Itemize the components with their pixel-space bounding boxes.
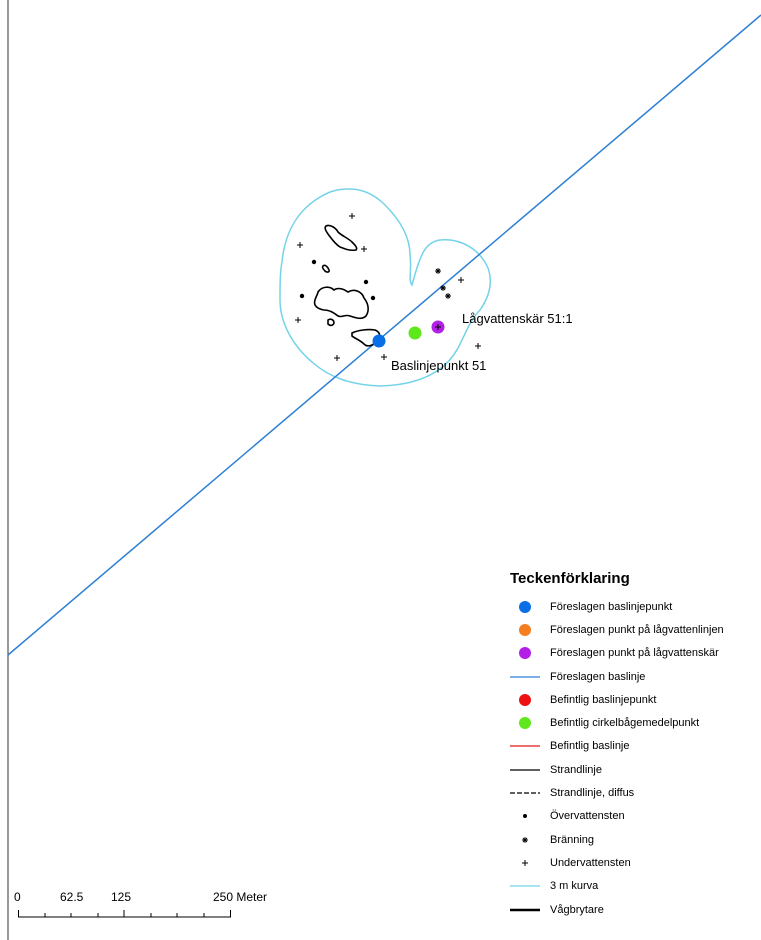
legend-symbol-dot: [519, 600, 531, 613]
legend-symbol-line: [510, 769, 540, 771]
legend-item: Strandlinje: [510, 758, 760, 781]
legend-symbol-dot: [519, 623, 531, 636]
scale-bar-graphic: [18, 910, 231, 918]
label-lagvattenskar: Lågvattenskär 51:1: [462, 311, 573, 326]
shoreline-island-main: [313, 286, 369, 320]
legend-item-label: Befintlig baslinje: [550, 740, 630, 753]
legend-item: 3 m kurva: [510, 875, 760, 898]
legend-item: Strandlinje, diffus: [510, 781, 760, 804]
contour-3m: [279, 188, 492, 387]
legend-symbol-dot: [519, 717, 531, 730]
legend: Teckenförklaring Föreslagen baslinjepunk…: [510, 570, 760, 921]
shoreline-small-islet: [321, 264, 330, 273]
legend-symbol-thickline: [510, 908, 540, 911]
breakers: [435, 268, 451, 328]
legend-item-label: Befintlig baslinjepunkt: [550, 693, 657, 706]
breaker-on-purple: [435, 324, 441, 330]
legend-item-label: Bränning: [550, 833, 595, 846]
legend-item-label: Föreslagen punkt på lågvattenlinjen: [550, 623, 724, 636]
proposed-baseline-point: [372, 334, 386, 348]
above-water-stones: [299, 259, 376, 301]
proposed-baseline: [7, 14, 761, 656]
legend-item-label: Strandlinje: [550, 763, 602, 776]
legend-item-label: Föreslagen punkt på lågvattenskär: [550, 647, 719, 660]
legend-item-label: Föreslagen baslinjepunkt: [550, 600, 673, 613]
existing-arc-center-point: [408, 326, 422, 340]
legend-item: Vågbrytare: [510, 898, 760, 921]
legend-item-label: Befintlig cirkelbågemedelpunkt: [550, 717, 700, 730]
legend-item-label: Undervattensten: [550, 856, 631, 869]
legend-item: Föreslagen punkt på lågvattenskär: [510, 642, 760, 665]
underwater-stones: [295, 213, 481, 361]
legend-item: Övervattensten: [510, 805, 760, 828]
legend-symbol-dot: [519, 647, 531, 660]
scale-label-250: 250 Meter: [213, 890, 268, 904]
legend-item-label: Strandlinje, diffus: [550, 787, 635, 800]
legend-item: Bränning: [510, 828, 760, 851]
legend-item: Föreslagen baslinje: [510, 665, 760, 688]
legend-title: Teckenförklaring: [510, 570, 630, 587]
legend-item-label: Vågbrytare: [550, 903, 604, 916]
scale-label-125: 125: [111, 890, 132, 904]
legend-item-label: 3 m kurva: [550, 880, 599, 893]
legend-item: Undervattensten: [510, 851, 760, 874]
legend-symbol-dot: [519, 693, 531, 706]
legend-symbol-plus: [522, 859, 528, 866]
shoreline-island-north: [324, 224, 358, 252]
scale-label-0: 0: [14, 890, 21, 904]
shoreline-fragment: [327, 318, 335, 327]
legend-symbol-smalldot: [523, 814, 527, 819]
legend-symbol-line: [510, 885, 540, 887]
legend-item: Föreslagen punkt på lågvattenlinjen: [510, 618, 760, 641]
legend-item: Befintlig baslinje: [510, 735, 760, 758]
legend-item-label: Föreslagen baslinje: [550, 670, 646, 683]
legend-item: Befintlig baslinjepunkt: [510, 688, 760, 711]
scale-label-62-5: 62.5: [60, 890, 84, 904]
legend-items: Föreslagen baslinjepunkt Föreslagen punkt…: [510, 595, 760, 921]
legend-item-label: Övervattensten: [550, 810, 625, 823]
legend-symbol-line: [510, 745, 540, 748]
legend-symbol-star: [522, 836, 528, 843]
legend-item: Föreslagen baslinjepunkt: [510, 595, 760, 618]
label-baslinjepunkt: Baslinjepunkt 51: [391, 358, 486, 373]
legend-symbol-dashed: [510, 792, 540, 794]
legend-symbol-line: [510, 675, 540, 678]
legend-item: Befintlig cirkelbågemedelpunkt: [510, 711, 760, 734]
